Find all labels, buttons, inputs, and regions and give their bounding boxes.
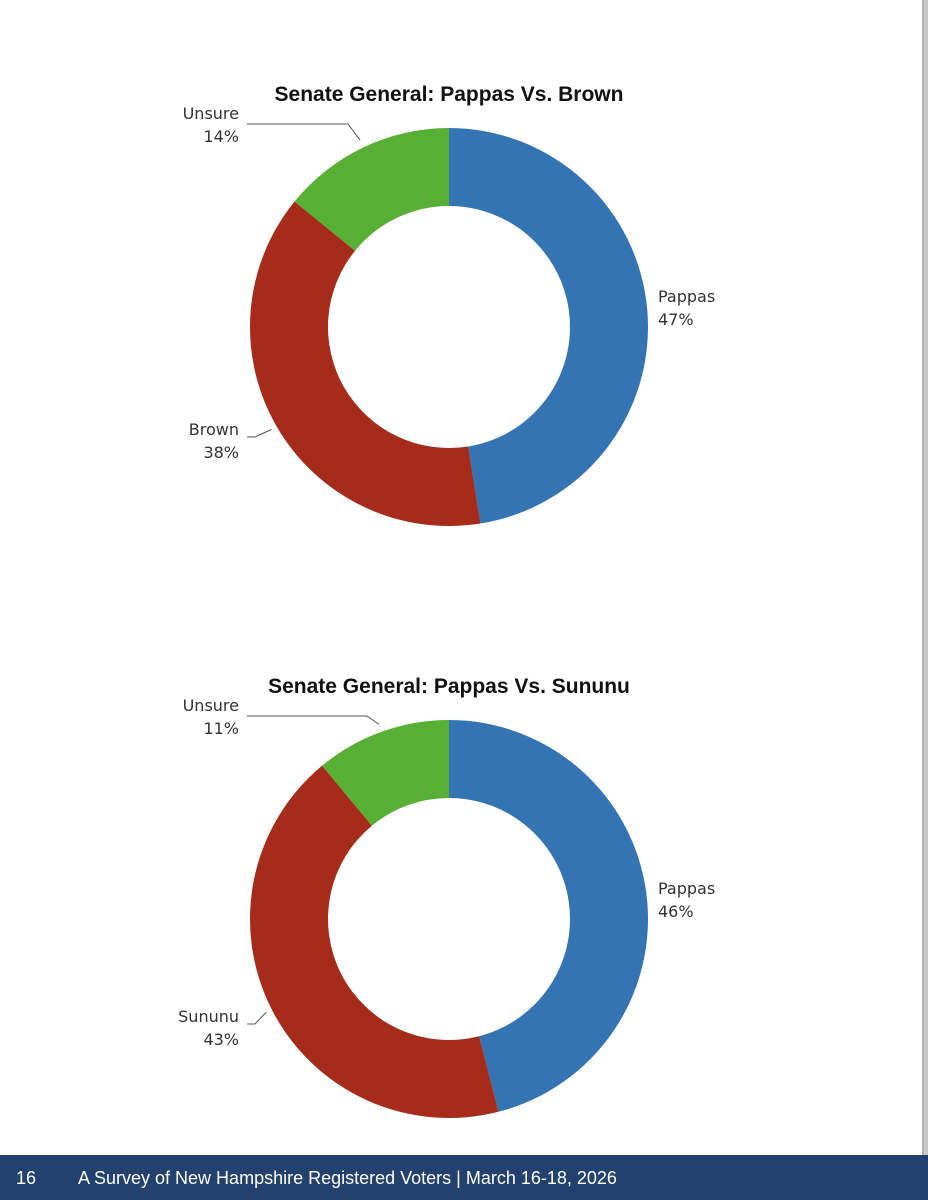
chart-title: Senate General: Pappas Vs. Sununu [268, 675, 630, 698]
leader-line-unsure [247, 123, 361, 141]
report-page: Senate General: Pappas Vs. Brown Pappas 4… [0, 0, 924, 1155]
slices-group [250, 720, 648, 1118]
slice-pappas [449, 128, 648, 524]
chart-title: Senate General: Pappas Vs. Brown [275, 83, 624, 106]
leader-line-brown [247, 429, 272, 438]
slice-brown [249, 201, 481, 526]
slice-label-brown: Brown [189, 420, 239, 439]
donut-chart-pappas-vs-sununu: Senate General: Pappas Vs. Sununu Pappas… [0, 592, 922, 1152]
donut-chart-pappas-vs-brown: Senate General: Pappas Vs. Brown Pappas 4… [0, 0, 922, 560]
slice-label-sununu: Sununu [178, 1007, 239, 1026]
slice-value-unsure: 11% [203, 719, 239, 738]
chart-svg: Senate General: Pappas Vs. Sununu Pappas… [178, 675, 715, 1118]
labels-group: Pappas 46% Sununu 43% Unsure 11% [178, 696, 715, 1049]
slice-value-brown: 38% [203, 443, 239, 462]
page-footer: 16 A Survey of New Hampshire Registered … [0, 1155, 928, 1200]
leader-line-sununu [247, 1011, 267, 1025]
slice-value-unsure: 14% [203, 127, 239, 146]
slice-label-pappas: Pappas [658, 879, 715, 898]
slice-label-pappas: Pappas [658, 287, 715, 306]
slice-unsure [322, 720, 449, 826]
slice-unsure [294, 128, 449, 251]
slice-label-unsure: Unsure [183, 104, 239, 123]
slice-value-pappas: 46% [658, 902, 694, 921]
slice-label-unsure: Unsure [183, 696, 239, 715]
chart-svg: Senate General: Pappas Vs. Brown Pappas 4… [183, 83, 716, 526]
leader-line-unsure [247, 715, 380, 725]
labels-group: Pappas 47% Brown 38% Unsure 14% [183, 104, 716, 462]
slice-value-pappas: 47% [658, 310, 694, 329]
page-number: 16 [16, 1168, 37, 1188]
slice-sununu [250, 765, 499, 1118]
footer-text: A Survey of New Hampshire Registered Vot… [78, 1168, 617, 1188]
slice-pappas [449, 720, 648, 1112]
slice-value-sununu: 43% [203, 1030, 239, 1049]
slices-group [249, 128, 648, 526]
